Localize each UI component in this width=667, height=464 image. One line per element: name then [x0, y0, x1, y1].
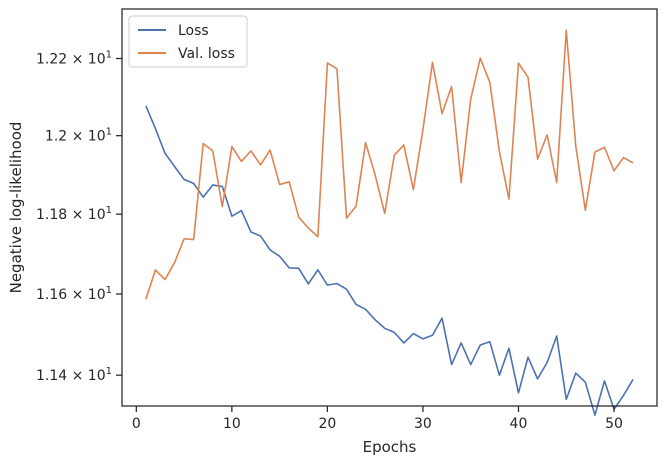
y-axis-ticks: 1.14 × 101 1.16 × 101 1.18 × 101 1.2 × 101 1…	[36, 49, 122, 384]
series-layer	[145, 29, 634, 416]
y-tick-label: 1.2 × 101	[45, 127, 112, 145]
plot-frame	[121, 8, 658, 407]
y-tick-label: 1.14 × 101	[36, 366, 112, 384]
x-axis-ticks: 0 10 20 30 40 50	[132, 406, 623, 432]
x-tick-label: 0	[132, 416, 141, 432]
y-tick-label: 1.22 × 101	[36, 49, 112, 67]
x-axis-label: Epochs	[363, 438, 417, 456]
y-axis-label: Negative log-likelihood	[7, 122, 25, 294]
x-tick-label: 20	[318, 416, 336, 432]
legend-label-loss: Loss	[178, 23, 209, 39]
x-tick-label: 30	[414, 416, 432, 432]
legend: Loss Val. loss	[128, 15, 248, 68]
x-tick-label: 40	[510, 416, 528, 432]
x-tick-label: 10	[223, 416, 241, 432]
plot-area	[122, 9, 657, 406]
legend-label-val-loss: Val. loss	[178, 46, 235, 62]
series-line-val-loss	[145, 29, 634, 300]
x-tick-label: 50	[605, 416, 623, 432]
legend-box	[128, 15, 248, 68]
y-tick-label: 1.16 × 101	[36, 285, 112, 303]
y-tick-label: 1.18 × 101	[36, 205, 112, 223]
series-line-loss	[145, 105, 634, 416]
